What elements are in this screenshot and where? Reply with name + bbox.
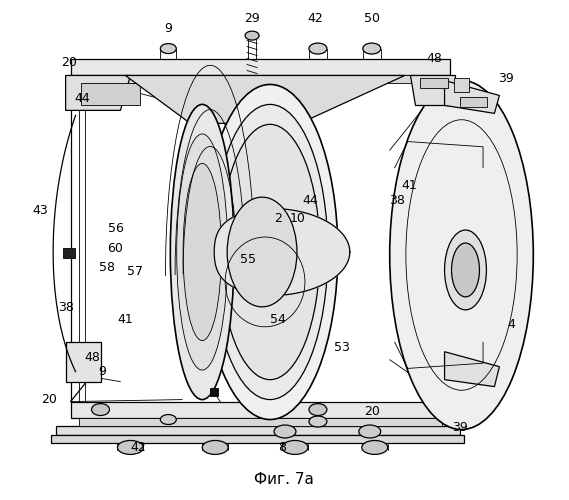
Text: 60: 60	[108, 242, 123, 254]
Text: 42: 42	[307, 12, 323, 25]
Bar	[419, 78, 448, 88]
Polygon shape	[79, 418, 442, 426]
Ellipse shape	[309, 404, 327, 415]
Ellipse shape	[309, 416, 327, 427]
Polygon shape	[214, 208, 350, 296]
Text: 42: 42	[130, 441, 146, 454]
Polygon shape	[71, 58, 450, 76]
Ellipse shape	[390, 80, 533, 430]
Ellipse shape	[170, 104, 234, 400]
Text: 20: 20	[41, 393, 56, 406]
Text: 20: 20	[364, 405, 380, 418]
Ellipse shape	[160, 414, 176, 424]
Text: 57: 57	[127, 266, 143, 278]
Ellipse shape	[220, 124, 320, 380]
Text: 20: 20	[61, 56, 77, 69]
Ellipse shape	[452, 243, 480, 297]
Bar	[210, 388, 218, 396]
Bar	[81, 84, 141, 106]
Text: 55: 55	[240, 254, 256, 266]
Ellipse shape	[183, 164, 221, 340]
Text: 58: 58	[100, 262, 116, 274]
Text: 39: 39	[498, 72, 514, 85]
Text: 29: 29	[244, 12, 260, 25]
Text: 41: 41	[118, 314, 133, 326]
Ellipse shape	[444, 230, 486, 310]
Text: 44: 44	[75, 92, 90, 105]
Text: 9: 9	[164, 22, 172, 35]
Ellipse shape	[309, 43, 327, 54]
Bar	[63, 248, 75, 258]
Text: 4: 4	[508, 318, 516, 332]
Text: 38: 38	[389, 194, 405, 206]
Polygon shape	[56, 426, 460, 436]
Ellipse shape	[117, 440, 143, 454]
Polygon shape	[65, 76, 130, 110]
Text: 44: 44	[302, 194, 318, 206]
Polygon shape	[125, 76, 405, 124]
Text: 43: 43	[33, 204, 48, 216]
Ellipse shape	[227, 197, 297, 307]
Polygon shape	[79, 76, 442, 84]
Polygon shape	[71, 402, 450, 417]
Polygon shape	[444, 352, 500, 386]
Text: 53: 53	[334, 341, 350, 354]
Text: 41: 41	[402, 178, 418, 192]
Polygon shape	[410, 76, 455, 106]
Text: Фиг. 7а: Фиг. 7а	[254, 472, 314, 487]
Text: 2: 2	[274, 212, 282, 224]
Text: 9: 9	[98, 365, 106, 378]
Text: 48: 48	[85, 351, 101, 364]
Ellipse shape	[177, 134, 228, 370]
Ellipse shape	[274, 425, 296, 438]
Polygon shape	[444, 80, 500, 114]
Polygon shape	[65, 342, 101, 382]
Text: 48: 48	[427, 52, 443, 65]
Text: 38: 38	[57, 302, 73, 314]
Text: 8: 8	[278, 441, 286, 454]
Text: 50: 50	[364, 12, 380, 25]
Text: 39: 39	[452, 421, 467, 434]
Ellipse shape	[245, 31, 259, 40]
Ellipse shape	[92, 404, 109, 415]
Ellipse shape	[359, 425, 381, 438]
Text: 56: 56	[108, 222, 123, 234]
Text: 54: 54	[270, 314, 286, 326]
Bar	[460, 98, 488, 108]
Text: 10: 10	[290, 212, 306, 224]
Ellipse shape	[212, 104, 328, 400]
Polygon shape	[453, 78, 469, 92]
Ellipse shape	[202, 84, 338, 419]
Ellipse shape	[202, 440, 228, 454]
Ellipse shape	[282, 440, 308, 454]
Ellipse shape	[160, 44, 176, 54]
Polygon shape	[51, 436, 464, 444]
Ellipse shape	[362, 440, 387, 454]
Ellipse shape	[363, 43, 381, 54]
